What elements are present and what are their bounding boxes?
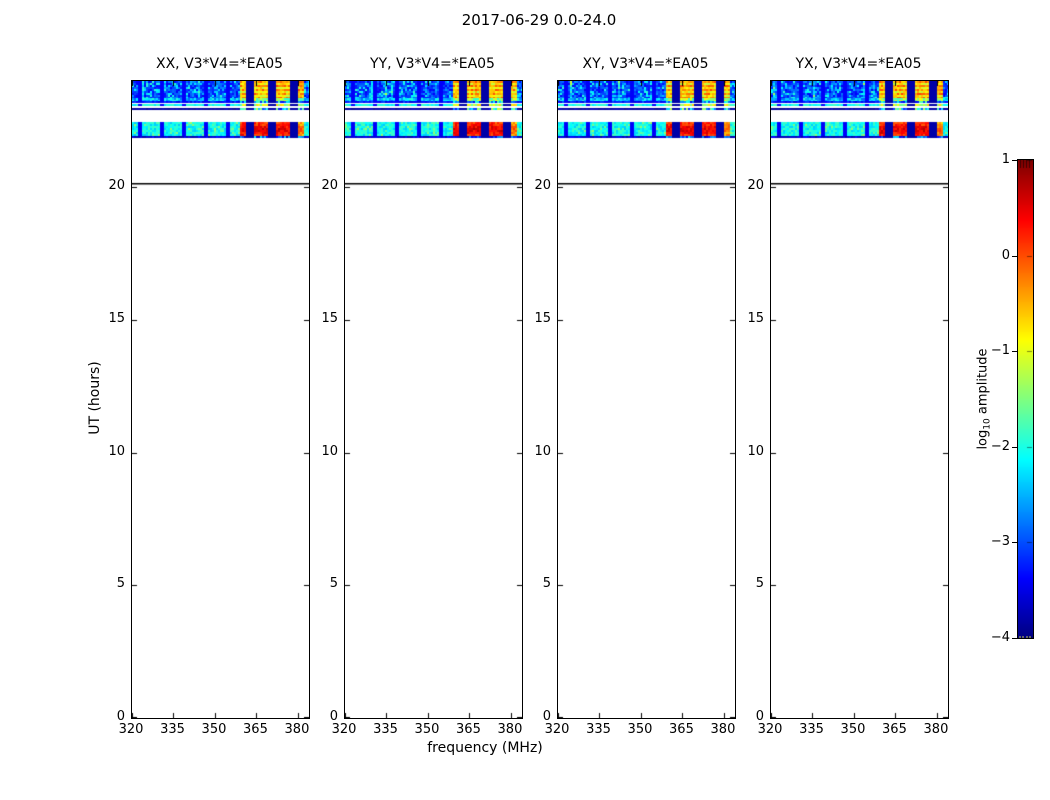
x-tick-label: 350 bbox=[414, 722, 440, 737]
colorbar-gradient bbox=[1018, 160, 1033, 638]
colorbar-tick bbox=[1012, 447, 1017, 448]
panel-title: XX, V3*V4=*EA05 bbox=[155, 56, 284, 72]
x-tick-label: 380 bbox=[284, 722, 310, 737]
colorbar-tick bbox=[1012, 542, 1017, 543]
x-tick-label: 335 bbox=[373, 722, 398, 737]
x-tick-label: 335 bbox=[586, 722, 611, 737]
spectrogram-panel-yy bbox=[344, 80, 523, 719]
x-tick-label: 365 bbox=[456, 722, 481, 737]
y-tick-label: 5 bbox=[329, 576, 338, 592]
x-tick-label: 350 bbox=[627, 722, 653, 737]
x-tick-label: 320 bbox=[544, 722, 570, 737]
colorbar-label-prefix: log bbox=[975, 429, 991, 450]
panel-title: XY, V3*V4=*EA05 bbox=[582, 56, 709, 72]
colorbar-tick-label: −2 bbox=[990, 439, 1010, 454]
y-tick-label: 20 bbox=[534, 178, 551, 194]
y-tick-label: 0 bbox=[542, 709, 551, 724]
colorbar-tick bbox=[1012, 160, 1017, 161]
y-tick-label: 5 bbox=[116, 576, 125, 592]
spectrogram-panel-yx bbox=[770, 80, 949, 719]
colorbar-tick-label: −1 bbox=[990, 343, 1010, 358]
colorbar-label-suffix: amplitude bbox=[975, 348, 991, 419]
spectrogram-canvas bbox=[345, 81, 522, 718]
x-tick-label: 320 bbox=[331, 722, 357, 737]
y-tick-label: 10 bbox=[321, 443, 338, 459]
y-tick-label: 15 bbox=[747, 310, 764, 326]
spectrogram-canvas bbox=[558, 81, 735, 718]
x-tick-label: 320 bbox=[118, 722, 144, 737]
y-tick-label: 15 bbox=[534, 310, 551, 326]
panel-title: YX, V3*V4=*EA05 bbox=[795, 56, 922, 72]
spectrogram-panel-xx bbox=[131, 80, 310, 719]
x-tick-label: 380 bbox=[923, 722, 949, 737]
panel-title: YY, V3*V4=*EA05 bbox=[370, 56, 495, 72]
colorbar-tick-label: −3 bbox=[990, 534, 1010, 549]
y-tick-label: 0 bbox=[329, 709, 338, 724]
x-tick-label: 365 bbox=[669, 722, 694, 737]
x-tick-label: 350 bbox=[840, 722, 866, 737]
y-tick-label: 10 bbox=[108, 443, 125, 459]
colorbar-tick-label: 0 bbox=[1001, 248, 1010, 263]
y-tick-label: 20 bbox=[108, 178, 125, 194]
x-tick-label: 335 bbox=[160, 722, 185, 737]
figure-title: 2017-06-29 0.0-24.0 bbox=[461, 11, 617, 29]
y-axis-label: UT (hours) bbox=[87, 361, 103, 435]
x-tick-label: 320 bbox=[757, 722, 783, 737]
colorbar-extend-dots bbox=[1019, 636, 1031, 638]
y-tick-label: 5 bbox=[755, 576, 764, 592]
y-tick-label: 0 bbox=[116, 709, 125, 724]
colorbar-axis-label: log10 amplitude bbox=[976, 348, 993, 449]
x-tick-label: 380 bbox=[710, 722, 736, 737]
y-tick-label: 10 bbox=[534, 443, 551, 459]
x-tick-label: 380 bbox=[497, 722, 523, 737]
y-tick-label: 15 bbox=[321, 310, 338, 326]
x-tick-label: 365 bbox=[882, 722, 907, 737]
colorbar-label-subscript: 10 bbox=[982, 418, 993, 430]
colorbar-tick bbox=[1012, 351, 1017, 352]
y-tick-label: 20 bbox=[321, 178, 338, 194]
colorbar-tick-label: −4 bbox=[990, 630, 1010, 645]
y-tick-label: 5 bbox=[542, 576, 551, 592]
colorbar-tick bbox=[1012, 638, 1017, 639]
x-tick-label: 365 bbox=[243, 722, 268, 737]
x-tick-label: 335 bbox=[799, 722, 824, 737]
spectrogram-panel-xy bbox=[557, 80, 736, 719]
y-tick-label: 20 bbox=[747, 178, 764, 194]
x-axis-label: frequency (MHz) bbox=[427, 740, 543, 756]
y-tick-label: 0 bbox=[755, 709, 764, 724]
colorbar-tick bbox=[1012, 256, 1017, 257]
colorbar bbox=[1017, 159, 1034, 639]
colorbar-tick-label: 1 bbox=[1001, 152, 1010, 167]
y-tick-label: 15 bbox=[108, 310, 125, 326]
spectrogram-canvas bbox=[771, 81, 948, 718]
spectrogram-canvas bbox=[132, 81, 309, 718]
x-tick-label: 350 bbox=[201, 722, 227, 737]
y-tick-label: 10 bbox=[747, 443, 764, 459]
